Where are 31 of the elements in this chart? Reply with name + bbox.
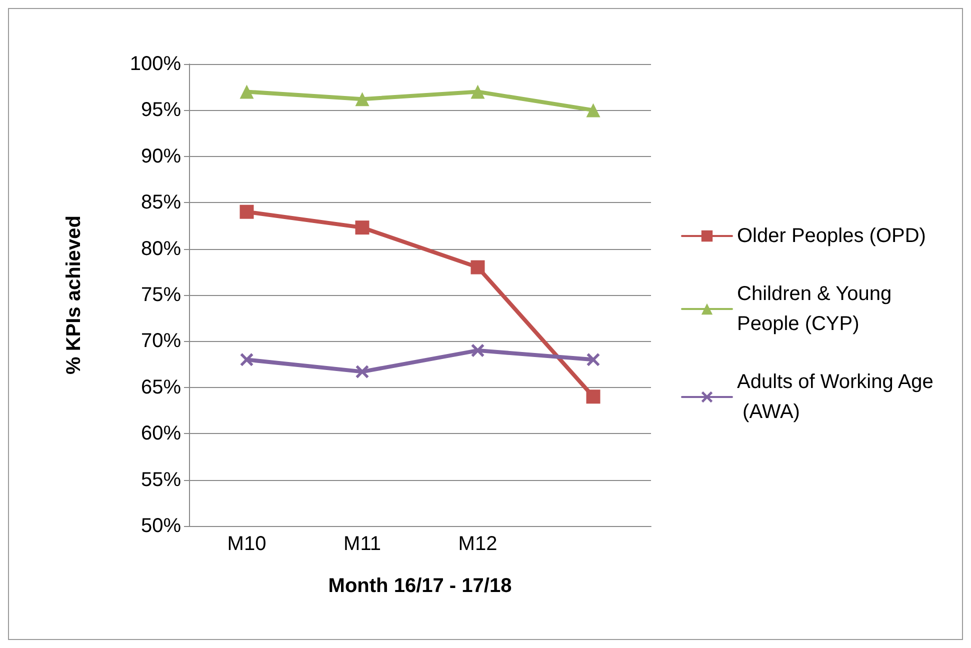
x-axis-title: Month 16/17 - 17/18 (328, 575, 512, 597)
y-tick-label: 75% (140, 284, 182, 306)
y-tick-label: 100% (130, 53, 182, 75)
y-tick-label: 95% (140, 99, 182, 122)
y-tick-label: 70% (140, 330, 182, 352)
legend-label: Adults of Working Age (AWA) (737, 371, 934, 423)
point (240, 353, 254, 366)
point (355, 220, 370, 235)
y-tick-label: 60% (140, 422, 182, 445)
y-tick-label: 85% (140, 192, 182, 214)
y-tick-label: 65% (140, 376, 182, 398)
point (586, 353, 600, 366)
point (470, 260, 485, 274)
y-tick-label: 55% (140, 468, 182, 491)
point (470, 84, 485, 99)
y-tick-label: 50% (140, 515, 182, 537)
point (356, 365, 369, 378)
point (240, 204, 254, 219)
point (586, 103, 600, 118)
x-tick-label: M12 (458, 533, 498, 555)
point (586, 390, 600, 404)
y-axis-title: % KPIs achieved (63, 216, 85, 374)
point (471, 344, 484, 357)
legend-label: Older Peoples (OPD) (737, 225, 926, 247)
x-tick-label: M10 (227, 533, 266, 555)
x-tick-label: M11 (344, 533, 381, 555)
point (355, 92, 370, 106)
point (240, 84, 254, 99)
y-tick-label: 80% (140, 238, 182, 260)
y-tick-label: 90% (140, 145, 182, 168)
legend-label: Children & Young People (CYP) (737, 283, 898, 335)
